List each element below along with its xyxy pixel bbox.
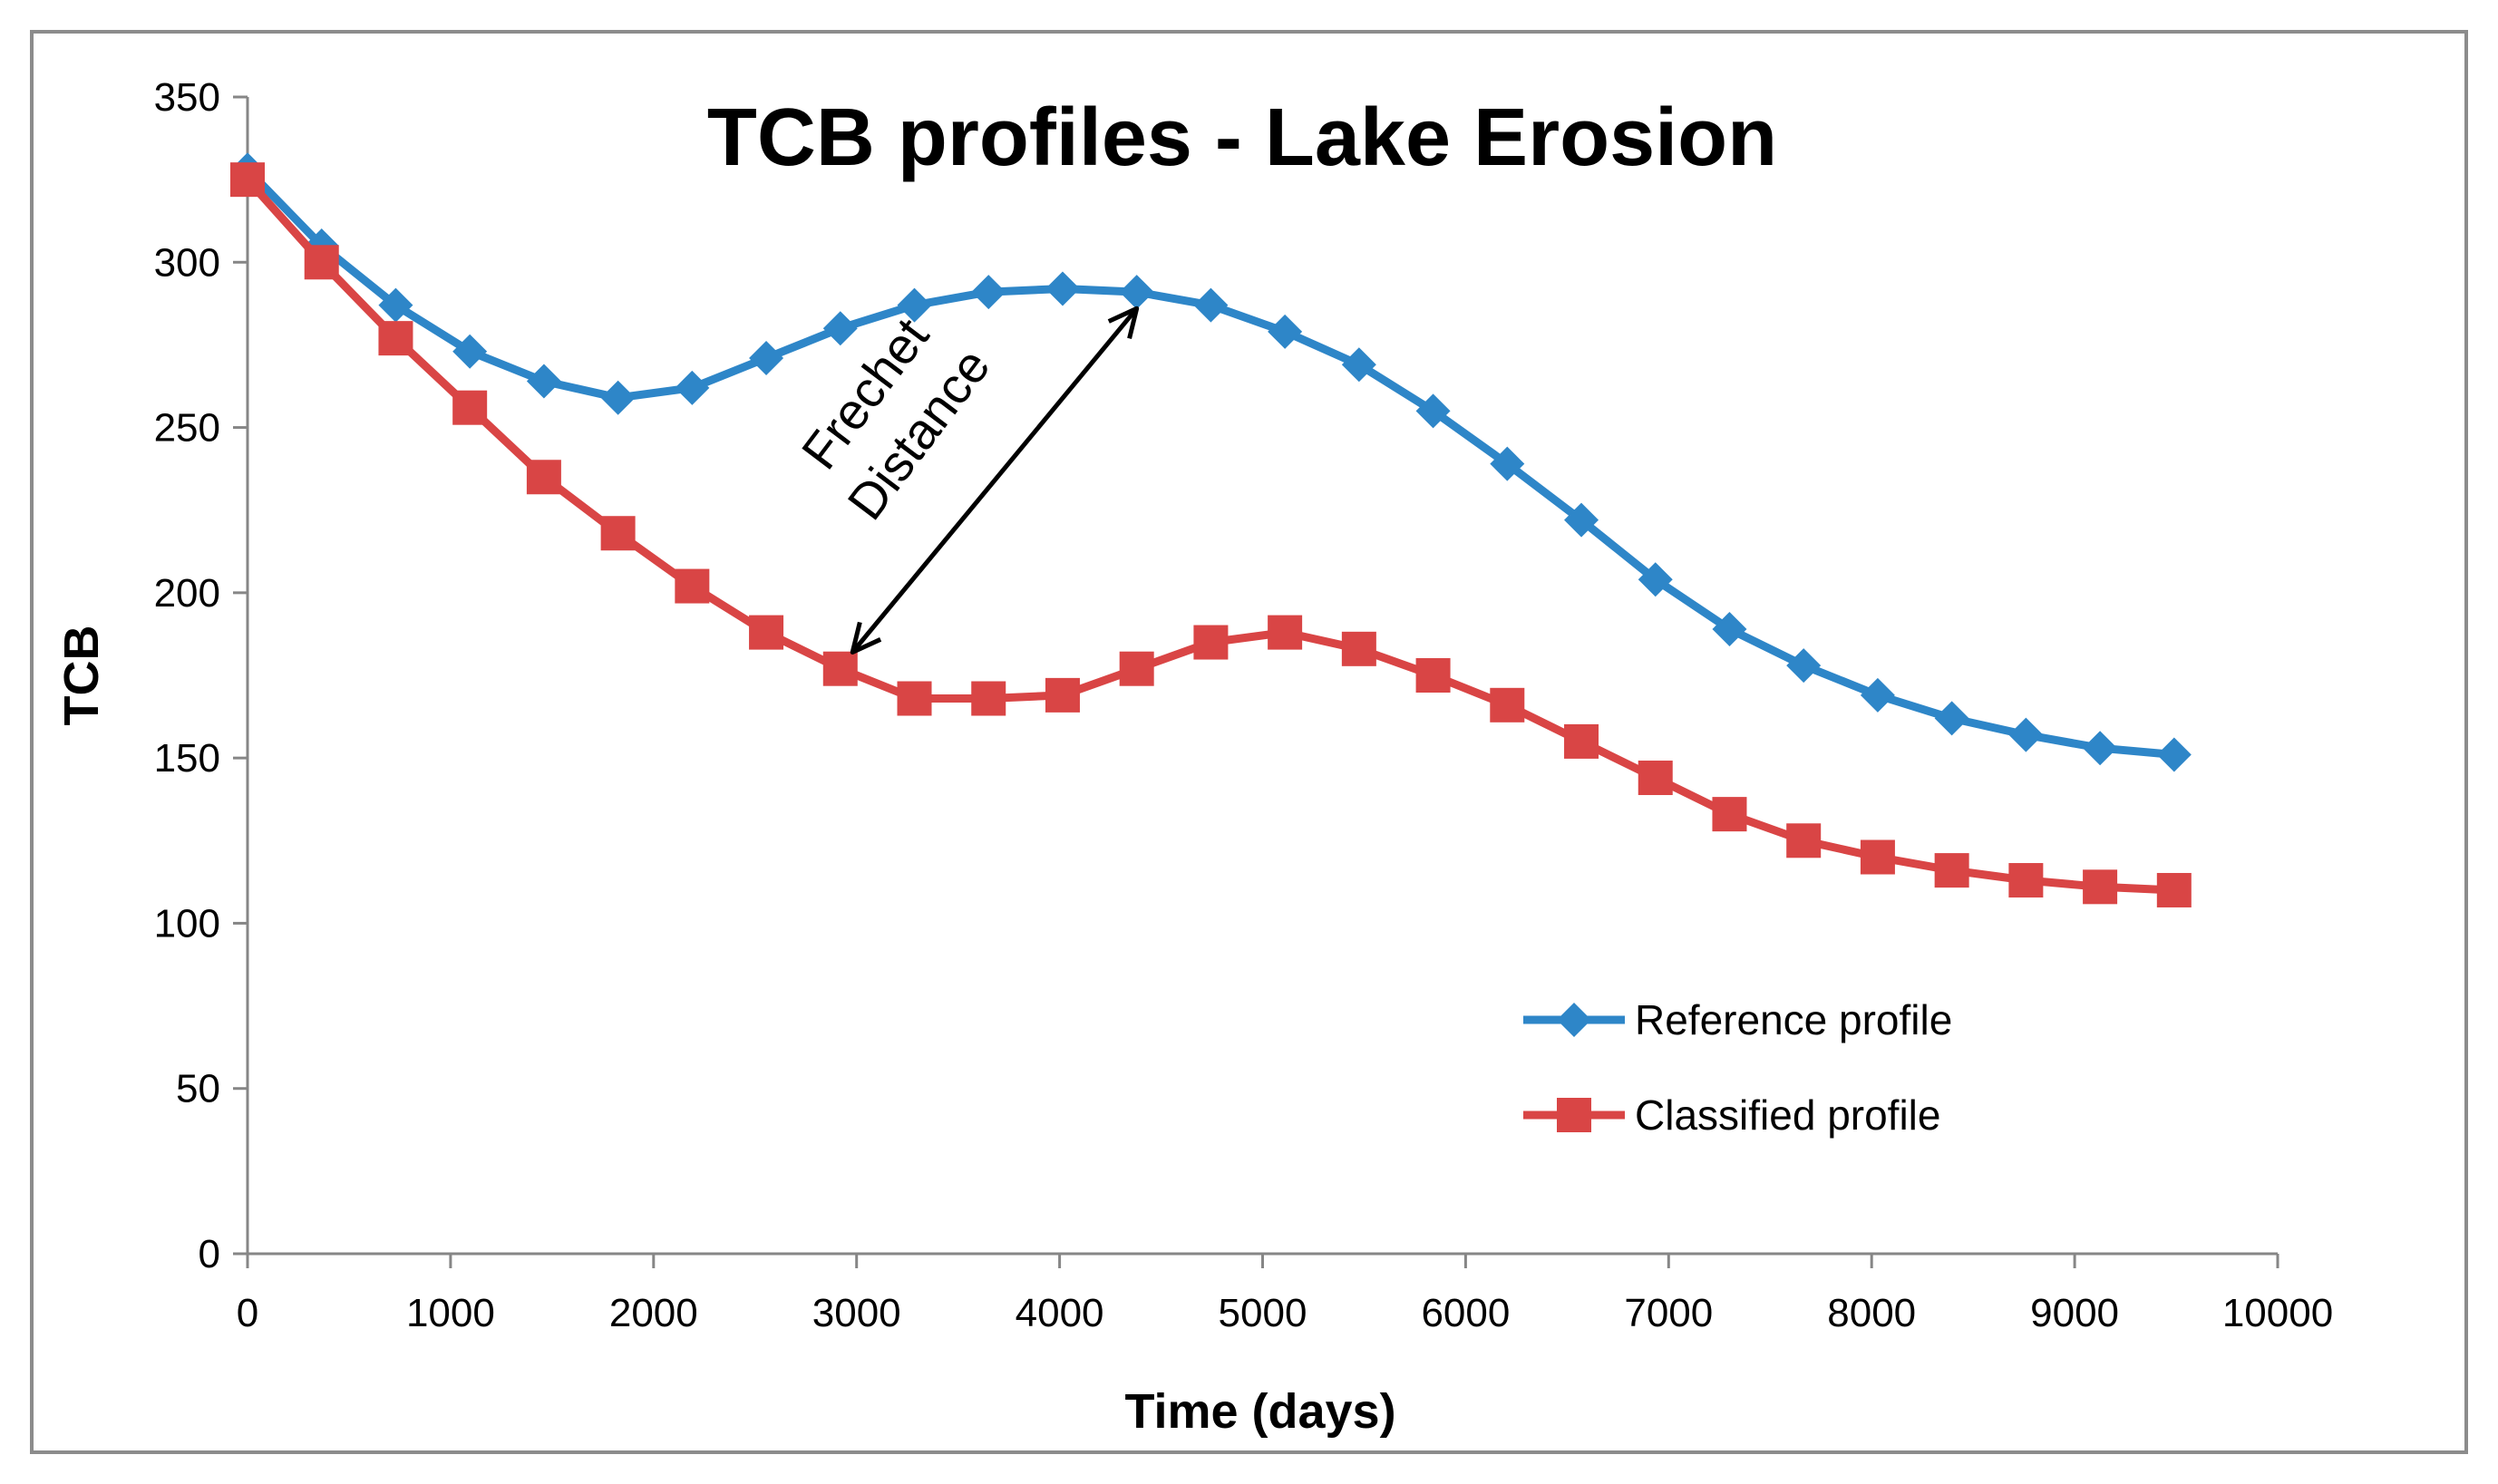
classified-data-point: [1490, 687, 1525, 723]
classified-data-point: [600, 516, 636, 551]
reference-data-point: [749, 341, 784, 376]
x-tick-label: 4000: [1016, 1291, 1104, 1335]
y-axis-title: TCB: [54, 626, 109, 726]
y-tick-label: 50: [176, 1067, 220, 1111]
classified-data-point: [230, 162, 265, 198]
classified-data-point: [749, 615, 784, 650]
axes: 0 50 100 150 200 250 300 350 0 1000 2000 3000 4000 50…: [154, 75, 2334, 1335]
classified-data-point: [1193, 625, 1229, 660]
reference-data-point: [971, 275, 1006, 310]
classified-data-point: [1564, 723, 1599, 759]
classified-data-point: [897, 681, 932, 716]
reference-data-point: [1490, 446, 1525, 481]
y-tick-label: 200: [154, 571, 220, 616]
legend-classified-marker: [1557, 1098, 1591, 1132]
chart-title: TCB profiles - Lake Erosion: [707, 92, 1777, 183]
x-tick-label: 3000: [812, 1291, 901, 1335]
y-tick-label: 300: [154, 240, 220, 285]
reference-data-point: [1119, 275, 1154, 310]
plot-area: [230, 152, 2192, 907]
y-tick-label: 250: [154, 406, 220, 451]
classified-data-point: [1045, 677, 1080, 713]
classified-data-point: [1638, 761, 1673, 796]
x-tick-label: 7000: [1624, 1291, 1713, 1335]
classified-data-point: [2008, 863, 2044, 898]
classified-data-point: [822, 651, 858, 686]
classified-data-point: [526, 460, 561, 495]
reference-data-point: [897, 287, 932, 323]
reference-data-point: [1712, 611, 1747, 646]
y-tick-label: 0: [199, 1232, 220, 1276]
x-tick-label: 0: [237, 1291, 258, 1335]
x-tick-label: 9000: [2030, 1291, 2119, 1335]
x-tick-label: 1000: [406, 1291, 495, 1335]
reference-data-point: [1341, 347, 1376, 383]
reference-data-point: [1638, 562, 1673, 597]
reference-data-point: [2008, 717, 2044, 752]
classified-data-point: [1786, 823, 1822, 858]
reference-data-point: [1415, 393, 1451, 429]
reference-data-point: [526, 364, 561, 399]
y-tick-label: 350: [154, 75, 220, 120]
reference-data-point: [452, 334, 488, 369]
x-tick-label: 2000: [609, 1291, 698, 1335]
arrow-head: [1107, 306, 1140, 339]
reference-data-point: [1934, 701, 1969, 736]
arrow-head: [850, 621, 882, 655]
reference-data-point: [2156, 737, 2192, 772]
x-axis-title: Time (days): [1124, 1384, 1395, 1439]
legend-reference-marker: [1557, 1003, 1591, 1037]
legend-classified-label: Classified profile: [1635, 1091, 1940, 1139]
classified-data-point: [1341, 631, 1376, 666]
x-tick-label: 6000: [1421, 1291, 1510, 1335]
reference-data-point: [1786, 648, 1822, 684]
x-tick-label: 8000: [1827, 1291, 1916, 1335]
reference-data-point: [1193, 287, 1229, 323]
reference-data-point: [600, 380, 636, 415]
legend-reference-label: Reference profile: [1635, 996, 1952, 1043]
classified-data-point: [304, 245, 339, 280]
classified-data-point: [1860, 839, 1895, 875]
classified-data-point: [675, 568, 710, 604]
reference-data-point: [822, 311, 858, 346]
y-tick-label: 150: [154, 736, 220, 781]
classified-data-point: [452, 390, 488, 425]
classified-data-point: [378, 321, 413, 356]
y-tick-label: 100: [154, 901, 220, 946]
reference-data-point: [675, 370, 710, 405]
reference-data-point: [1564, 502, 1599, 538]
classified-data-point: [1268, 615, 1303, 650]
frechet-distance-arrow: [850, 306, 1139, 655]
classified-data-point: [1712, 797, 1747, 832]
x-tick-label: 5000: [1219, 1291, 1307, 1335]
reference-data-point: [1860, 677, 1895, 713]
classified-data-point: [1119, 651, 1154, 686]
reference-data-point: [2083, 731, 2118, 766]
reference-data-point: [1045, 271, 1080, 306]
classified-series: [230, 162, 2192, 907]
legend: Reference profile Classified profile: [1523, 996, 1952, 1139]
classified-data-point: [1934, 853, 1969, 888]
reference-data-point: [1268, 314, 1303, 349]
classified-data-point: [1415, 658, 1451, 693]
x-tick-label: 10000: [2222, 1291, 2333, 1335]
classified-data-point: [2156, 872, 2192, 907]
classified-data-point: [971, 681, 1006, 716]
classified-data-point: [2083, 869, 2118, 905]
reference-data-point: [378, 287, 413, 323]
